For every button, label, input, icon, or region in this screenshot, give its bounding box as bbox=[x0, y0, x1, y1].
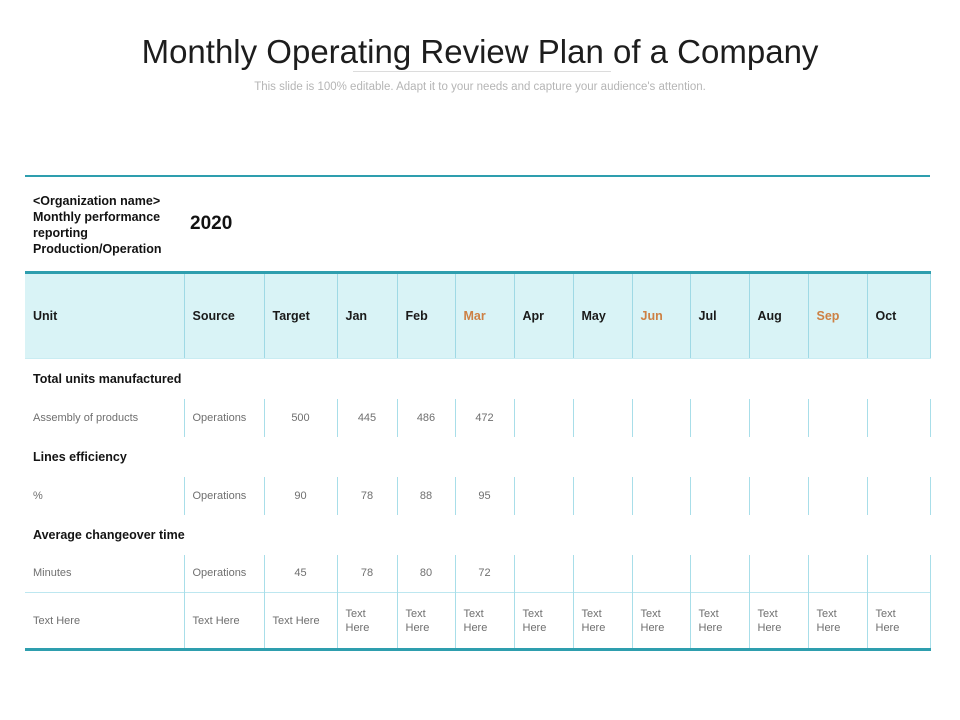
footer-row: Text Here Text Here Text Here Text Here … bbox=[25, 592, 931, 651]
cell bbox=[867, 476, 931, 515]
cell: 486 bbox=[397, 398, 456, 437]
cell bbox=[573, 476, 633, 515]
cell bbox=[749, 554, 809, 593]
cell bbox=[808, 554, 868, 593]
cell bbox=[573, 554, 633, 593]
header-row: Unit Source Target Jan Feb Mar Apr May J… bbox=[25, 271, 931, 359]
cell: 80 bbox=[397, 554, 456, 593]
cell bbox=[749, 398, 809, 437]
cell bbox=[867, 554, 931, 593]
org-name: <Organization name> bbox=[33, 194, 161, 208]
title-underline bbox=[353, 71, 611, 72]
footer-cell: Text Here bbox=[573, 592, 633, 651]
cell: 500 bbox=[264, 398, 338, 437]
footer-cell: Text Here bbox=[690, 592, 750, 651]
cell: 78 bbox=[337, 554, 398, 593]
footer-cell: Text Here bbox=[337, 592, 398, 651]
column-header-oct: Oct bbox=[867, 271, 931, 359]
footer-cell: Text Here bbox=[455, 592, 515, 651]
column-header-jan: Jan bbox=[337, 271, 398, 359]
column-header-aug: Aug bbox=[749, 271, 809, 359]
footer-cell: Text Here bbox=[808, 592, 868, 651]
cell: Operations bbox=[184, 398, 265, 437]
year-label: 2020 bbox=[190, 213, 233, 234]
cell: 472 bbox=[455, 398, 515, 437]
cell: % bbox=[25, 476, 185, 515]
section-label: Total units manufactured bbox=[25, 358, 930, 399]
column-header-unit: Unit bbox=[25, 271, 185, 359]
cell: Assembly of products bbox=[25, 398, 185, 437]
cell bbox=[514, 476, 574, 515]
column-header-feb: Feb bbox=[397, 271, 456, 359]
cell bbox=[514, 554, 574, 593]
cell bbox=[808, 398, 868, 437]
column-header-may: May bbox=[573, 271, 633, 359]
cell: 88 bbox=[397, 476, 456, 515]
cell bbox=[808, 476, 868, 515]
org-info-block: <Organization name> Monthly performance … bbox=[33, 193, 191, 257]
slide-subtitle: This slide is 100% editable. Adapt it to… bbox=[254, 81, 706, 93]
report-type: Monthly performance reporting bbox=[33, 210, 161, 240]
cell: 90 bbox=[264, 476, 338, 515]
footer-cell: Text Here bbox=[264, 592, 338, 651]
footer-cell: Text Here bbox=[749, 592, 809, 651]
cell bbox=[690, 554, 750, 593]
cell: Operations bbox=[184, 476, 265, 515]
cell: Minutes bbox=[25, 554, 185, 593]
column-header-target: Target bbox=[264, 271, 338, 359]
cell bbox=[514, 398, 574, 437]
cell bbox=[690, 476, 750, 515]
column-header-jul: Jul bbox=[690, 271, 750, 359]
footer-cell: Text Here bbox=[397, 592, 456, 651]
footer-cell: Text Here bbox=[867, 592, 931, 651]
footer-cell: Text Here bbox=[25, 592, 185, 651]
department: Production/Operation bbox=[33, 242, 162, 256]
footer-cell: Text Here bbox=[184, 592, 265, 651]
review-table: Unit Source Target Jan Feb Mar Apr May J… bbox=[25, 271, 931, 651]
cell: Operations bbox=[184, 554, 265, 593]
section-row-avg-changeover: Average changeover time bbox=[25, 514, 930, 555]
data-row-assembly: Assembly of products Operations 500 445 … bbox=[25, 398, 931, 437]
section-row-total-units: Total units manufactured bbox=[25, 358, 930, 399]
cell: 445 bbox=[337, 398, 398, 437]
cell bbox=[632, 476, 691, 515]
column-header-source: Source bbox=[184, 271, 265, 359]
cell bbox=[573, 398, 633, 437]
column-header-mar: Mar bbox=[455, 271, 515, 359]
slide-title: Monthly Operating Review Plan of a Compa… bbox=[141, 33, 819, 70]
cell: 78 bbox=[337, 476, 398, 515]
footer-cell: Text Here bbox=[514, 592, 574, 651]
data-row-minutes: Minutes Operations 45 78 80 72 bbox=[25, 554, 931, 593]
footer-cell: Text Here bbox=[632, 592, 691, 651]
cell bbox=[749, 476, 809, 515]
cell: 72 bbox=[455, 554, 515, 593]
column-header-sep: Sep bbox=[808, 271, 868, 359]
cell: 45 bbox=[264, 554, 338, 593]
cell bbox=[632, 398, 691, 437]
column-header-apr: Apr bbox=[514, 271, 574, 359]
cell: 95 bbox=[455, 476, 515, 515]
section-row-lines-efficiency: Lines efficiency bbox=[25, 436, 930, 477]
column-header-jun: Jun bbox=[632, 271, 691, 359]
section-label: Lines efficiency bbox=[25, 436, 930, 477]
section-label: Average changeover time bbox=[25, 514, 930, 555]
report-header: <Organization name> Monthly performance … bbox=[25, 175, 930, 271]
cell bbox=[632, 554, 691, 593]
data-row-percent: % Operations 90 78 88 95 bbox=[25, 476, 931, 515]
cell bbox=[690, 398, 750, 437]
cell bbox=[867, 398, 931, 437]
